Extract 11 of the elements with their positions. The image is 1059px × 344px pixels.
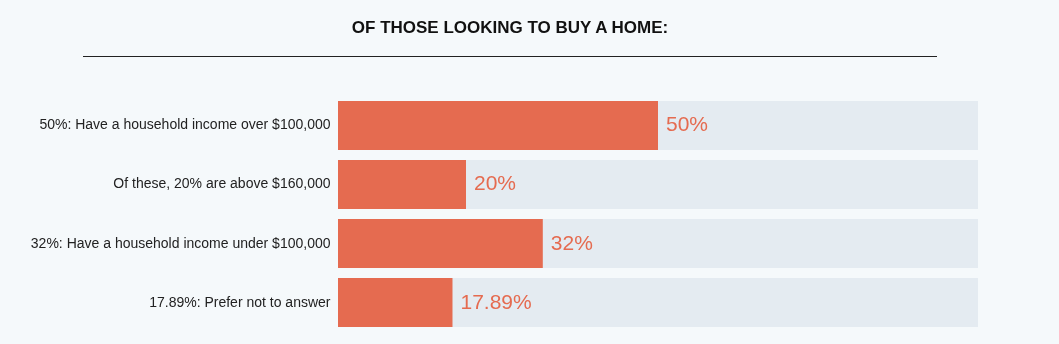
data-label: 17.89%	[460, 289, 532, 313]
y-tick-label: Of these, 20% are above $160,000	[113, 175, 331, 192]
y-tick-label: 17.89%: Prefer not to answer	[149, 293, 331, 310]
data-label: 32%	[550, 230, 593, 254]
y-tick-label: 32%: Have a household income under $100,000	[30, 234, 331, 251]
chart-title: OF THOSE LOOKING TO BUY A HOME:	[350, 18, 670, 38]
bar	[338, 278, 453, 328]
y-tick-label: 50%: Have a household income over $100,000	[39, 116, 331, 133]
bar	[338, 159, 466, 209]
data-label: 50%	[666, 112, 709, 136]
data-label: 20%	[474, 171, 517, 195]
